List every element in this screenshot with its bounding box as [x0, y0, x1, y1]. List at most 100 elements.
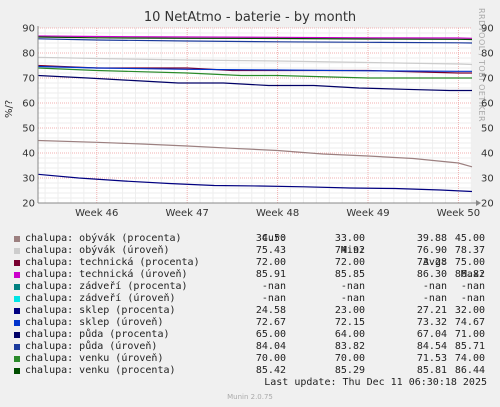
- legend-min: 83.82: [334, 341, 365, 352]
- legend-swatch: [14, 248, 20, 254]
- legend-min: 85.29: [334, 365, 365, 376]
- legend-swatch: [14, 272, 20, 278]
- legend-cur: 70.00: [255, 353, 286, 364]
- chart-plot: 20 30 40 50 60 70 80 90 20 30 40 50 60 70 80 90 Week 4…: [22, 24, 494, 220]
- legend-cur: 85.91: [255, 269, 286, 280]
- legend-swatch: [14, 236, 20, 242]
- legend-series-name: chalupa: venku (úroveň): [25, 353, 164, 364]
- legend-avg: 86.30: [416, 269, 447, 280]
- legend-avg: 84.54: [416, 341, 447, 352]
- legend-max: -nan: [460, 293, 485, 304]
- y-tick-label: 60: [22, 99, 35, 110]
- legend-max: 86.82: [454, 269, 485, 280]
- legend-swatch: [14, 368, 20, 374]
- legend-max: 71.00: [454, 329, 485, 340]
- legend-swatch: [14, 296, 20, 302]
- series-line: [37, 35, 473, 39]
- legend-cur: 75.43: [255, 245, 286, 256]
- legend-series-name: chalupa: zádveří (úroveň): [25, 293, 176, 304]
- legend-row: chalupa: zádveří (procenta) -nan -nan -nan -…: [0, 281, 500, 293]
- x-tick-labels: Week 46 Week 47 Week 48 Week 49 Week 50: [75, 208, 480, 219]
- munin-version: Munin 2.0.75: [227, 393, 273, 401]
- x-tick-label: Week 46: [75, 208, 118, 219]
- y-tick-label-right: 70: [481, 74, 494, 85]
- y-tick-label: 90: [22, 24, 35, 35]
- legend-series-name: chalupa: technická (procenta): [25, 257, 200, 268]
- legend-swatch: [14, 308, 20, 314]
- y-tick-label: 30: [22, 174, 35, 185]
- y-tick-label: 20: [22, 199, 35, 210]
- legend-series-name: chalupa: technická (úroveň): [25, 269, 188, 280]
- legend-row: chalupa: venku (procenta) 85.42 85.29 85.81…: [0, 365, 500, 377]
- legend-min: 64.00: [334, 329, 365, 340]
- y-tick-label-right: 50: [481, 124, 494, 135]
- y-tick-label: 50: [22, 124, 35, 135]
- legend-row: chalupa: technická (úroveň) 85.91 85.85 86.…: [0, 269, 500, 281]
- legend-row: chalupa: zádveří (úroveň) -nan -nan -nan -na…: [0, 293, 500, 305]
- y-tick-label-right: 20: [481, 199, 494, 210]
- header-min: Min:: [340, 245, 365, 256]
- legend-cur: 34.50: [255, 233, 286, 244]
- legend-row: chalupa: venku (úroveň) 70.00 70.00 71.53 74…: [0, 353, 500, 365]
- series-line: [37, 56, 473, 66]
- legend-max: 45.00: [454, 233, 485, 244]
- legend-cur: -nan: [261, 293, 286, 304]
- y-tick-labels-left: 20 30 40 50 60 70 80 90: [22, 24, 35, 210]
- x-axis-arrow: [476, 200, 481, 206]
- legend-min: 33.00: [334, 233, 365, 244]
- x-tick-label: Week 47: [166, 208, 209, 219]
- y-tick-label-right: 30: [481, 174, 494, 185]
- legend-max: -nan: [460, 281, 485, 292]
- series-lines: [37, 35, 473, 193]
- y-tick-labels-right: 20 30 40 50 60 70 80 90: [481, 24, 494, 210]
- legend-avg: -nan: [422, 293, 447, 304]
- legend-max: 85.71: [454, 341, 485, 352]
- legend-cur: -nan: [261, 281, 286, 292]
- legend-avg: 73.32: [416, 317, 447, 328]
- legend-avg: 76.90: [416, 245, 447, 256]
- legend-row: chalupa: půda (úroveň) 84.04 83.82 84.54 85.…: [0, 341, 500, 353]
- legend-swatch: [14, 356, 20, 362]
- legend-series-name: chalupa: půda (úroveň): [25, 341, 158, 352]
- legend-cur: 84.04: [255, 341, 286, 352]
- y-tick-label-right: 90: [481, 24, 494, 35]
- legend-swatch: [14, 260, 20, 266]
- legend-min: -nan: [340, 293, 365, 304]
- legend-min: 72.00: [334, 257, 365, 268]
- legend-max: 32.00: [454, 305, 485, 316]
- legend-row: chalupa: sklep (úroveň) 72.67 72.15 73.32 74…: [0, 317, 500, 329]
- legend-swatch: [14, 332, 20, 338]
- header-max: Max:: [460, 269, 485, 280]
- legend-swatch: [14, 344, 20, 350]
- y-tick-label: 70: [22, 74, 35, 85]
- plot-area: [38, 28, 472, 203]
- x-tick-label: Week 50: [437, 208, 480, 219]
- legend-avg: -nan: [422, 281, 447, 292]
- legend-avg: 67.04: [416, 329, 447, 340]
- legend-header: Cur: Min: Avg: Max:: [0, 221, 500, 280]
- last-update: Last update: Thu Dec 11 06:30:18 2025: [264, 377, 487, 388]
- series-line: [37, 139, 473, 168]
- legend-cur: 72.67: [255, 317, 286, 328]
- legend-avg: 85.81: [416, 365, 447, 376]
- legend-min: 74.92: [334, 245, 365, 256]
- legend-row: chalupa: obývák (procenta) 34.50 33.00 39.8…: [0, 233, 500, 245]
- legend: Cur: Min: Avg: Max: chalupa: obývák (pro…: [0, 221, 500, 377]
- series-line: [37, 67, 472, 79]
- legend-row: chalupa: obývák (úroveň) 75.43 74.92 76.90 7…: [0, 245, 500, 257]
- legend-min: 23.00: [334, 305, 365, 316]
- legend-series-name: chalupa: půda (procenta): [25, 329, 170, 340]
- legend-cur: 72.00: [255, 257, 286, 268]
- header-cur: Cur:: [261, 233, 286, 244]
- legend-max: 74.67: [454, 317, 485, 328]
- chart-title: 10 NetAtmo - baterie - by month: [143, 10, 357, 25]
- series-line: [37, 36, 473, 41]
- legend-series-name: chalupa: zádveří (procenta): [25, 281, 188, 292]
- legend-min: 72.15: [334, 317, 365, 328]
- y-tick-label: 80: [22, 49, 35, 60]
- series-line: [37, 38, 473, 44]
- y-tick-label-right: 60: [481, 99, 494, 110]
- series-line: [37, 65, 472, 72]
- legend-min: 85.85: [334, 269, 365, 280]
- series-line: [37, 173, 473, 193]
